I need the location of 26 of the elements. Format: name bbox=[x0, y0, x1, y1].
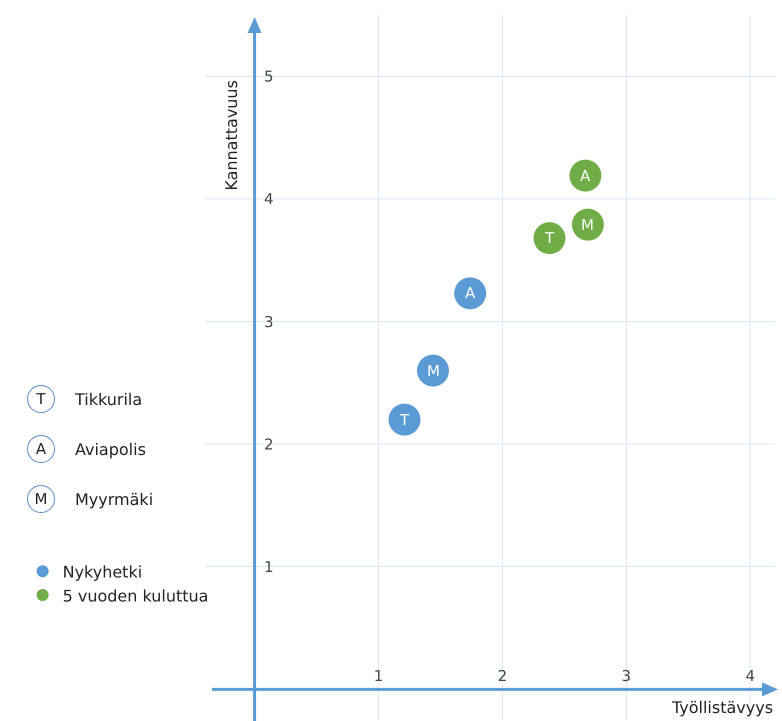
annotation: M bbox=[427, 362, 440, 380]
annotation: M bbox=[581, 216, 594, 234]
text: Tikkurila bbox=[75, 390, 142, 408]
y-tick-label: 1 bbox=[264, 558, 274, 576]
annotation: A bbox=[465, 284, 476, 302]
point bbox=[533, 222, 566, 254]
x-axis-title: Työllistävyys bbox=[671, 698, 774, 717]
text: Myyrmäki bbox=[75, 490, 154, 508]
annotation: T bbox=[544, 229, 555, 247]
x-tick-label: 1 bbox=[374, 667, 384, 685]
x-tick-label: 3 bbox=[622, 667, 632, 685]
y-tick-label: 2 bbox=[264, 435, 274, 454]
annotation: T bbox=[399, 411, 410, 429]
y-tick-label: 3 bbox=[264, 312, 274, 331]
text: Aviapolis bbox=[75, 440, 146, 458]
x-tick-label: 4 bbox=[745, 667, 755, 685]
legend-label: 5 vuoden kuluttua bbox=[62, 586, 208, 606]
y-tick-label: 5 bbox=[264, 68, 274, 86]
letter-circle-icon: A bbox=[27, 435, 55, 463]
y-axis-title: Kannattavuus bbox=[222, 80, 241, 191]
letter-circle-icon: T bbox=[27, 385, 55, 413]
x-tick-label: 2 bbox=[498, 667, 508, 685]
letter-circle-icon: M bbox=[27, 485, 55, 513]
y-tick-label: 4 bbox=[264, 190, 274, 208]
legend-label: Nykyhetki bbox=[62, 562, 142, 582]
annotation: A bbox=[580, 167, 591, 185]
